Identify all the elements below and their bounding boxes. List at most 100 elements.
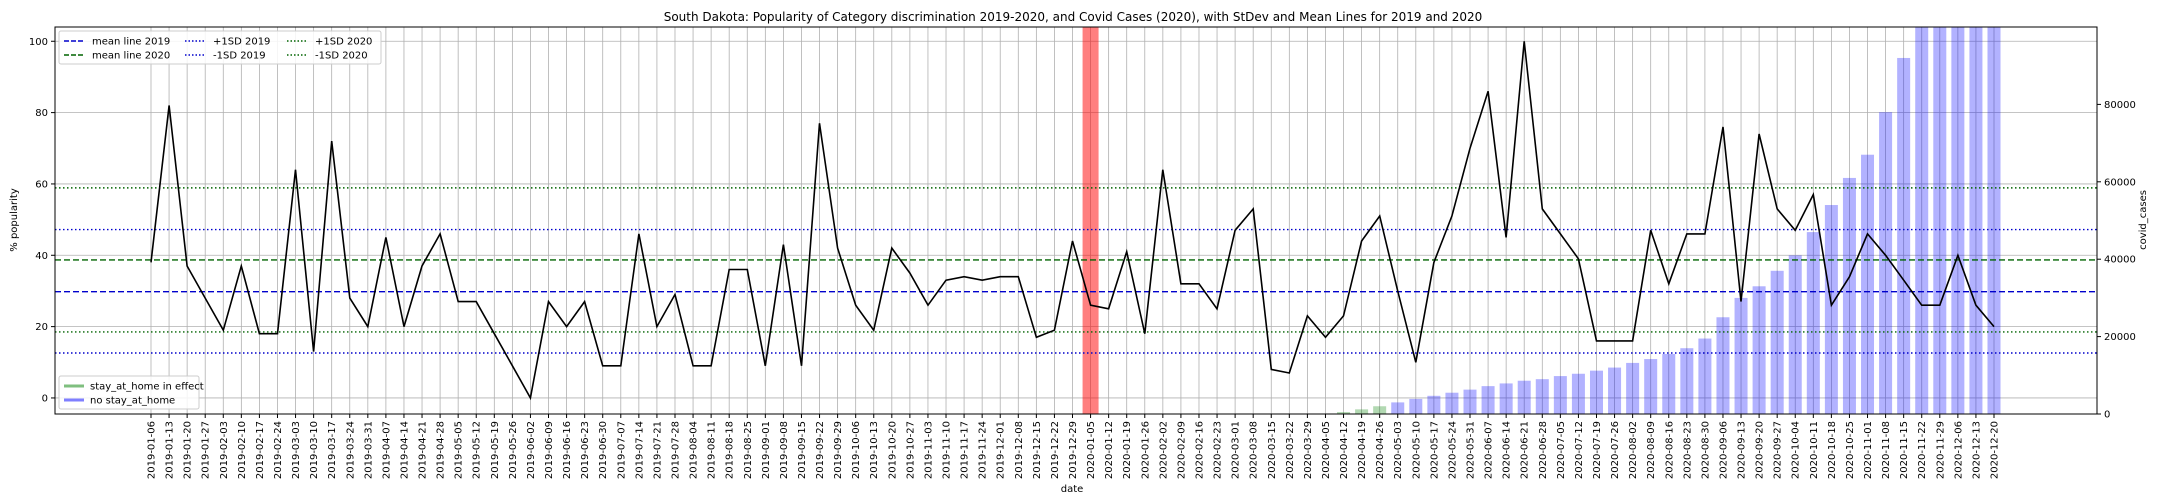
covid-bars bbox=[1337, 27, 2001, 415]
x-tick-label: 2020-05-03 bbox=[1393, 421, 1404, 479]
x-tick-label: 2020-12-13 bbox=[1971, 421, 1982, 479]
y-tick-label: 20 bbox=[35, 322, 48, 333]
x-tick-label: 2019-02-17 bbox=[255, 421, 266, 479]
grid bbox=[55, 27, 2097, 414]
covid-bar bbox=[1608, 367, 1622, 414]
x-tick-label: 2019-07-14 bbox=[634, 421, 645, 479]
x-tick-label: 2020-09-27 bbox=[1773, 421, 1784, 479]
x-tick-label: 2019-02-10 bbox=[237, 421, 248, 479]
popularity-line bbox=[150, 41, 1995, 401]
x-tick-label: 2020-03-29 bbox=[1303, 421, 1314, 479]
x-tick-label: 2020-12-06 bbox=[1953, 421, 1964, 479]
x-tick-label: 2020-10-04 bbox=[1791, 421, 1802, 479]
x-tick-label: 2020-08-30 bbox=[1700, 421, 1711, 479]
legend-label: -1SD 2020 bbox=[315, 51, 368, 62]
x-tick-label: 2020-03-01 bbox=[1231, 421, 1242, 479]
x-tick-label: 2019-09-22 bbox=[815, 421, 826, 479]
covid-bar bbox=[1680, 348, 1694, 414]
y2-tick-label: 20000 bbox=[2104, 332, 2136, 343]
x-tick-label: 2019-08-04 bbox=[689, 421, 700, 479]
x-tick-label: 2019-11-03 bbox=[924, 421, 935, 479]
x-tick-label: 2020-11-01 bbox=[1863, 421, 1874, 479]
x-tick-label: 2019-12-22 bbox=[1050, 421, 1061, 479]
covid-bar bbox=[1933, 27, 1947, 414]
x-tick-label: 2019-06-30 bbox=[598, 421, 609, 479]
x-tick-label: 2020-08-09 bbox=[1646, 421, 1657, 479]
y-tick-label: 0 bbox=[42, 393, 48, 404]
x-tick-label: 2020-10-25 bbox=[1845, 421, 1856, 479]
x-tick-label: 2019-06-09 bbox=[544, 421, 555, 479]
x-tick-label: 2020-04-05 bbox=[1321, 421, 1332, 479]
x-tick-label: 2020-08-16 bbox=[1664, 421, 1675, 479]
covid-bar bbox=[1806, 232, 1820, 414]
popularity-series bbox=[150, 41, 1995, 401]
x-tick-label: 2019-05-12 bbox=[472, 421, 483, 479]
x-tick-label: 2019-08-25 bbox=[743, 421, 754, 479]
x-tick-label: 2020-01-26 bbox=[1140, 421, 1151, 479]
x-tick-label: 2020-06-07 bbox=[1484, 421, 1495, 479]
x-tick-label: 2020-07-26 bbox=[1610, 421, 1621, 479]
x-tick-label: 2020-07-12 bbox=[1574, 421, 1585, 479]
x-tick-label: 2020-08-23 bbox=[1682, 421, 1693, 479]
legend-label: -1SD 2019 bbox=[213, 51, 266, 62]
x-tick-label: 2020-11-08 bbox=[1881, 421, 1892, 479]
covid-bar bbox=[1716, 317, 1730, 414]
reference-lines bbox=[55, 187, 2097, 354]
x-tick-label: 2020-01-05 bbox=[1086, 421, 1097, 479]
x-tick-label: 2019-03-10 bbox=[309, 421, 320, 479]
covid-bar bbox=[1626, 362, 1640, 414]
x-tick-label: 2019-12-01 bbox=[996, 421, 1007, 479]
x-tick-label: 2020-08-02 bbox=[1628, 421, 1639, 479]
y-tick-label: 100 bbox=[29, 37, 48, 48]
x-tick-label: 2020-10-11 bbox=[1809, 421, 1820, 479]
covid-bar bbox=[1391, 402, 1405, 414]
y2-tick-label: 60000 bbox=[2104, 177, 2136, 188]
x-tick-label: 2019-01-06 bbox=[147, 421, 158, 479]
covid-bar bbox=[1337, 412, 1351, 414]
x-tick-label: 2020-07-19 bbox=[1592, 421, 1603, 479]
covid-bar bbox=[1445, 392, 1459, 414]
legend-label: +1SD 2020 bbox=[315, 37, 372, 48]
x-tick-label: 2019-04-21 bbox=[418, 421, 429, 479]
x-tick-label: 2019-04-14 bbox=[400, 421, 411, 479]
y-tick-label: 60 bbox=[35, 179, 48, 190]
legend-label: mean line 2019 bbox=[92, 37, 170, 48]
x-tick-label: 2019-10-27 bbox=[905, 421, 916, 479]
x-tick-label: 2019-07-21 bbox=[652, 421, 663, 479]
covid-bar bbox=[1499, 383, 1513, 414]
x-tick-label: 2019-06-16 bbox=[562, 421, 573, 479]
x-tick-label: 2019-01-20 bbox=[183, 421, 194, 479]
x-tick-label: 2020-09-20 bbox=[1755, 421, 1766, 479]
x-tick-label: 2020-05-31 bbox=[1466, 421, 1477, 479]
x-tick-label: 2019-07-28 bbox=[671, 421, 682, 479]
plot-frame bbox=[54, 26, 2098, 415]
x-tick-label: 2020-07-05 bbox=[1556, 421, 1567, 479]
x-tick-label: 2020-11-29 bbox=[1935, 421, 1946, 479]
legend-label: stay_at_home in effect bbox=[90, 382, 204, 393]
covid-bar bbox=[1969, 27, 1983, 414]
legend-label: mean line 2020 bbox=[92, 51, 170, 62]
x-tick-label: 2020-03-08 bbox=[1249, 421, 1260, 479]
legend-box bbox=[58, 30, 382, 65]
x-tick-label: 2019-03-24 bbox=[345, 421, 356, 479]
x-tick-label: 2020-05-24 bbox=[1447, 421, 1458, 479]
covid-bar bbox=[1553, 376, 1567, 414]
x-tick-label: 2020-05-17 bbox=[1429, 421, 1440, 479]
chart-title: South Dakota: Popularity of Category dis… bbox=[664, 10, 1483, 24]
legend-label: +1SD 2019 bbox=[213, 37, 270, 48]
legend-reference-lines: mean line 2019 mean line 2020 +1SD 2019 -1S… bbox=[58, 30, 382, 65]
x-axis-ticks: 2019-01-06 2019-01-13 2019-01-20 2019-01-27… bbox=[147, 414, 2001, 479]
covid-bar bbox=[1517, 380, 1531, 414]
x-tick-label: 2020-02-16 bbox=[1195, 421, 1206, 479]
x-tick-label: 2019-09-29 bbox=[833, 421, 844, 479]
x-tick-label: 2019-06-02 bbox=[526, 421, 537, 479]
covid-bar bbox=[1788, 255, 1802, 414]
covid-bar bbox=[1409, 398, 1423, 414]
legend-stay-at-home: stay_at_home in effect no stay_at_home bbox=[58, 375, 204, 410]
covid-bar bbox=[1698, 338, 1712, 414]
covid-bar bbox=[1861, 154, 1875, 414]
x-tick-label: 2019-10-06 bbox=[851, 421, 862, 479]
covid-bar bbox=[1427, 395, 1441, 414]
covid-bar bbox=[1355, 409, 1369, 414]
x-tick-label: 2020-11-22 bbox=[1917, 421, 1928, 479]
